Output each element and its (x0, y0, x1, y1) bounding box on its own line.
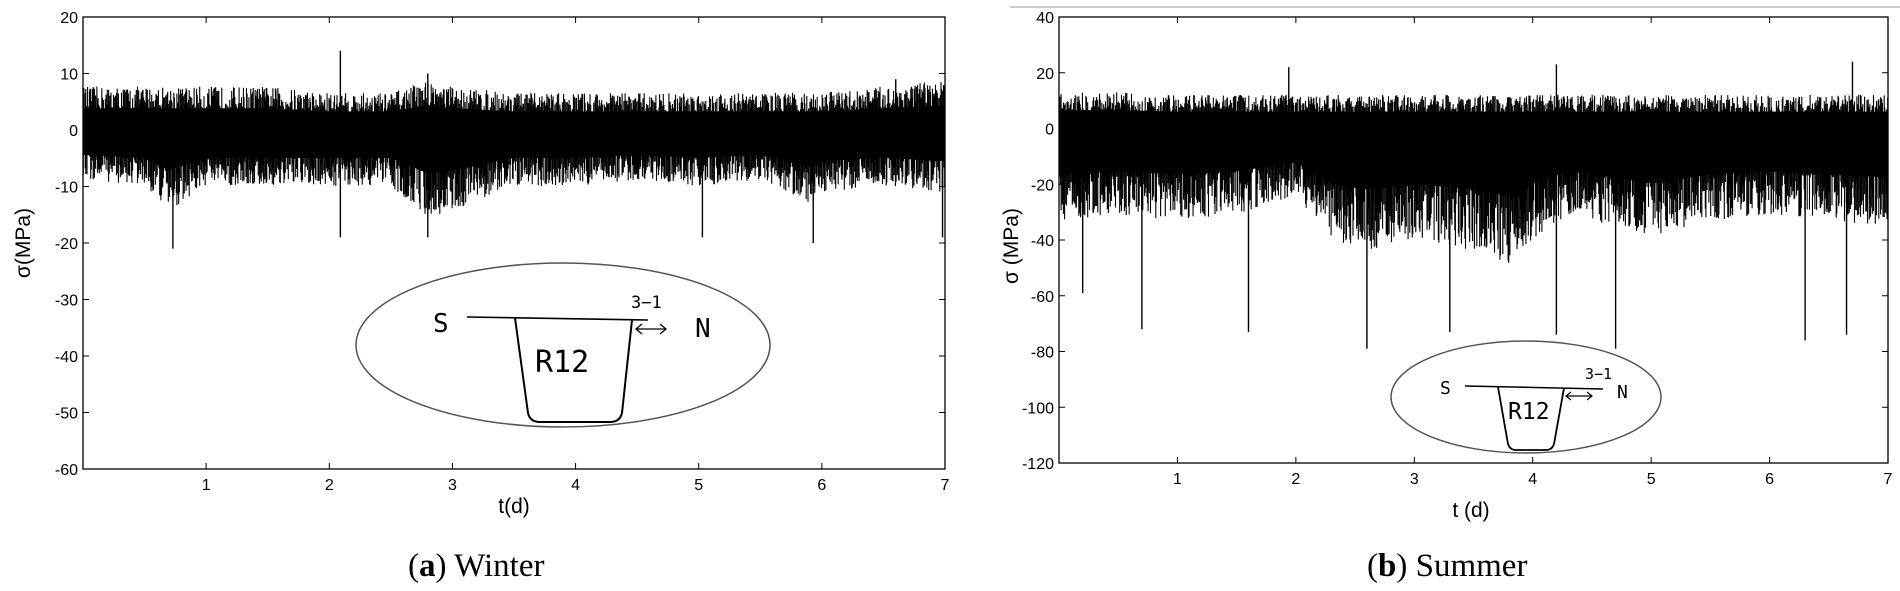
y-tick-label: -80 (1031, 345, 1054, 362)
winter-deck-line (466, 316, 649, 321)
panel-winter: 1 2 3 4 5 6 7 20 10 0 -10 -20 -30 -40 -50 -60 σ(MPa) t(… (12, 10, 950, 518)
y-tick-label: -10 (55, 180, 78, 197)
signal-core-band (83, 105, 945, 174)
winter-inset-n-label: N (695, 314, 711, 344)
y-tick-label: 20 (60, 10, 78, 27)
winter-inset-s-label: S (433, 309, 449, 339)
winter-x-axis-label: t(d) (498, 495, 530, 518)
panel-summer: 1 2 3 4 5 6 7 40 20 0 -20 -40 -60 -80 -100 -120 σ (MPa)… (1000, 6, 1900, 522)
caption-summer-text: Summer (1415, 548, 1528, 584)
x-tick-label: 3 (448, 477, 457, 494)
winter-rib-shape (514, 317, 633, 423)
x-tick-label: 4 (571, 477, 580, 494)
y-tick-label: 40 (1036, 10, 1054, 27)
x-tick-label: 1 (202, 477, 211, 494)
summer-gauge-arrowheads (1565, 391, 1593, 401)
summer-y-axis-label: σ (MPa) (1000, 208, 1023, 284)
y-tick-label: -60 (55, 462, 78, 479)
x-tick-label: 7 (1884, 471, 1893, 488)
x-tick-label: 7 (941, 477, 950, 494)
winter-inset-ellipse (355, 262, 771, 428)
summer-x-axis-label: t (d) (1452, 499, 1489, 522)
y-tick-label: 0 (69, 123, 78, 140)
y-tick-label: 10 (60, 67, 78, 84)
caption-winter-text: Winter (454, 548, 545, 584)
winter-signal (82, 50, 946, 249)
x-tick-label: 1 (1173, 471, 1182, 488)
x-tick-label: 6 (817, 477, 826, 494)
winter-axis-ticks: 1 2 3 4 5 6 7 20 10 0 -10 -20 -30 -40 -50 -60 (55, 10, 950, 494)
caption-winter: (a) Winter (408, 548, 545, 584)
y-tick-label: -100 (1022, 400, 1054, 417)
summer-inset-diagram: S N R12 3−1 (1390, 340, 1662, 454)
y-tick-label: 20 (1036, 66, 1054, 83)
y-tick-label: -20 (1031, 177, 1054, 194)
summer-rib-shape (1497, 386, 1565, 451)
summer-inset-r12-label: R12 (1508, 399, 1550, 425)
summer-inset-ellipse (1390, 340, 1662, 454)
summer-axis-ticks: 1 2 3 4 5 6 7 40 20 0 -20 -40 -60 -80 -100 -120 (1022, 10, 1893, 488)
x-tick-label: 2 (1291, 471, 1300, 488)
summer-inset-s-label: S (1440, 378, 1451, 399)
winter-y-axis-label: σ(MPa) (12, 208, 35, 278)
summer-inset-gauge-label: 3−1 (1585, 365, 1612, 383)
winter-inset-diagram: S N R12 3−1 (355, 262, 771, 428)
x-tick-label: 5 (1647, 471, 1656, 488)
y-tick-label: -50 (55, 406, 78, 423)
caption-winter-letter: a (419, 548, 436, 584)
y-tick-label: 0 (1045, 122, 1054, 139)
x-tick-label: 4 (1528, 471, 1537, 488)
y-tick-label: -20 (55, 236, 78, 253)
summer-deck-line (1464, 385, 1604, 390)
summer-signal (1058, 61, 1889, 349)
y-tick-label: -120 (1022, 456, 1054, 473)
summer-inset-n-label: N (1617, 382, 1628, 403)
caption-summer: (b) Summer (1367, 548, 1528, 584)
y-tick-label: -40 (55, 349, 78, 366)
x-tick-label: 6 (1765, 471, 1774, 488)
caption-summer-letter: b (1378, 548, 1397, 584)
x-tick-label: 3 (1410, 471, 1419, 488)
winter-inset-r12-label: R12 (535, 345, 589, 380)
x-tick-label: 2 (325, 477, 334, 494)
winter-inset-gauge-label: 3−1 (631, 293, 662, 313)
x-tick-label: 5 (694, 477, 703, 494)
y-tick-label: -40 (1031, 233, 1054, 250)
winter-gauge-arrowheads (634, 323, 668, 335)
y-tick-label: -60 (1031, 289, 1054, 306)
y-tick-label: -30 (55, 293, 78, 310)
signal-core-band (1059, 110, 1888, 196)
